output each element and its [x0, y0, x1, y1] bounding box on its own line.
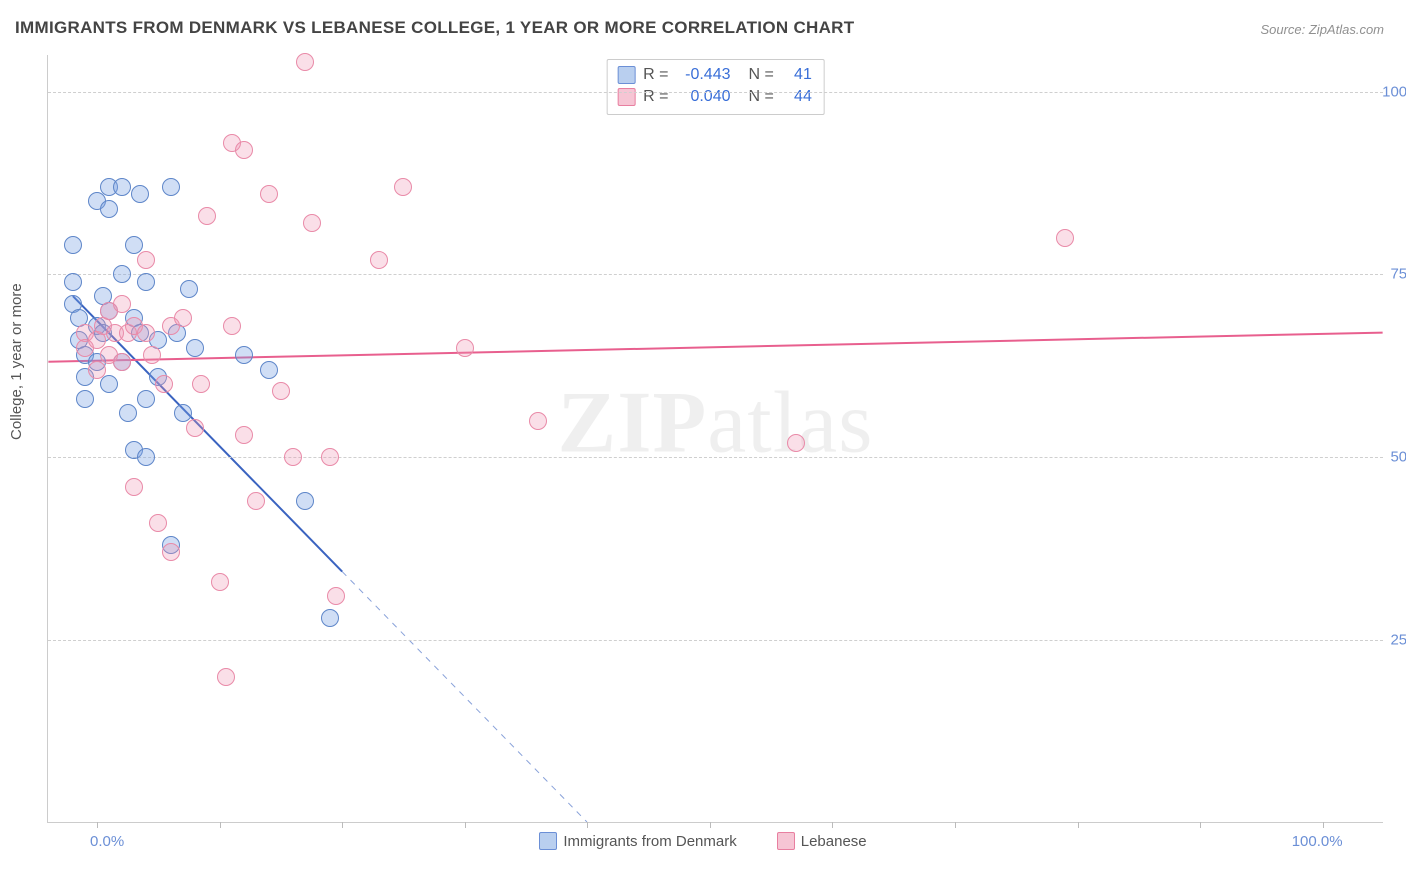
gridline-h	[48, 640, 1383, 641]
scatter-point-lebanese	[162, 543, 180, 561]
x-tick-mark	[1078, 822, 1079, 828]
watermark: ZIPatlas	[558, 373, 874, 474]
swatch-lebanese-icon	[777, 832, 795, 850]
stat-legend: R = -0.443 N = 41 R = 0.040 N = 44	[606, 59, 825, 115]
x-tick-mark	[342, 822, 343, 828]
scatter-point-denmark	[119, 404, 137, 422]
scatter-point-denmark	[100, 200, 118, 218]
scatter-point-lebanese	[113, 295, 131, 313]
scatter-point-lebanese	[137, 251, 155, 269]
scatter-point-lebanese	[186, 419, 204, 437]
x-tick-mark	[220, 822, 221, 828]
y-tick-label: 75.0%	[1373, 266, 1406, 283]
scatter-point-denmark	[180, 280, 198, 298]
trendline-extrapolated-denmark	[342, 572, 587, 822]
scatter-point-lebanese	[787, 434, 805, 452]
series-legend-label: Lebanese	[801, 833, 867, 850]
scatter-point-lebanese	[296, 53, 314, 71]
scatter-point-denmark	[100, 375, 118, 393]
plot-area: ZIPatlas R =-0.443N =41R =0.040N =44 25.…	[47, 55, 1383, 823]
scatter-point-denmark	[76, 390, 94, 408]
scatter-point-denmark	[162, 178, 180, 196]
scatter-point-lebanese	[217, 668, 235, 686]
scatter-point-lebanese	[149, 514, 167, 532]
scatter-point-lebanese	[192, 375, 210, 393]
stat-legend-row-denmark: R = -0.443 N = 41	[617, 64, 812, 86]
stat-n-value: 41	[782, 64, 812, 86]
y-axis-label: College, 1 year or more	[8, 283, 25, 440]
gridline-h	[48, 457, 1383, 458]
scatter-point-denmark	[296, 492, 314, 510]
x-tick-mark	[955, 822, 956, 828]
stat-r-value: -0.443	[677, 64, 731, 86]
scatter-point-denmark	[64, 273, 82, 291]
x-axis-right-label: 100.0%	[1292, 833, 1343, 850]
scatter-point-denmark	[137, 273, 155, 291]
series-legend: Immigrants from Denmark Lebanese	[0, 832, 1406, 850]
scatter-point-lebanese	[284, 448, 302, 466]
scatter-point-lebanese	[113, 353, 131, 371]
series-legend-item-denmark: Immigrants from Denmark	[539, 832, 736, 850]
y-tick-label: 50.0%	[1373, 449, 1406, 466]
scatter-point-denmark	[113, 265, 131, 283]
scatter-point-lebanese	[211, 573, 229, 591]
scatter-point-lebanese	[272, 382, 290, 400]
scatter-point-lebanese	[155, 375, 173, 393]
stat-legend-row-lebanese: R = 0.040 N = 44	[617, 86, 812, 108]
swatch-denmark-icon	[539, 832, 557, 850]
scatter-point-lebanese	[223, 317, 241, 335]
source-label: Source: ZipAtlas.com	[1260, 22, 1384, 37]
scatter-point-lebanese	[125, 478, 143, 496]
scatter-point-lebanese	[327, 587, 345, 605]
scatter-point-lebanese	[260, 185, 278, 203]
scatter-point-lebanese	[1056, 229, 1074, 247]
gridline-h	[48, 274, 1383, 275]
scatter-point-lebanese	[235, 426, 253, 444]
x-axis-left-label: 0.0%	[90, 833, 124, 850]
stat-n-label: N =	[749, 86, 774, 108]
x-tick-mark	[97, 822, 98, 828]
stat-n-value: 44	[782, 86, 812, 108]
chart-title: IMMIGRANTS FROM DENMARK VS LEBANESE COLL…	[15, 18, 854, 38]
scatter-point-lebanese	[247, 492, 265, 510]
stat-r-label: R =	[643, 86, 668, 108]
stat-r-value: 0.040	[677, 86, 731, 108]
stat-n-label: N =	[749, 64, 774, 86]
scatter-point-denmark	[64, 236, 82, 254]
scatter-point-lebanese	[370, 251, 388, 269]
scatter-point-denmark	[137, 448, 155, 466]
scatter-point-denmark	[131, 185, 149, 203]
scatter-point-denmark	[235, 346, 253, 364]
scatter-point-lebanese	[303, 214, 321, 232]
y-tick-label: 100.0%	[1373, 83, 1406, 100]
x-tick-mark	[465, 822, 466, 828]
scatter-point-lebanese	[198, 207, 216, 225]
scatter-point-denmark	[113, 178, 131, 196]
scatter-point-lebanese	[143, 346, 161, 364]
scatter-point-lebanese	[174, 309, 192, 327]
scatter-point-lebanese	[394, 178, 412, 196]
scatter-point-lebanese	[321, 448, 339, 466]
x-tick-mark	[587, 822, 588, 828]
swatch-denmark-icon	[617, 66, 635, 84]
scatter-point-denmark	[137, 390, 155, 408]
scatter-point-denmark	[260, 361, 278, 379]
scatter-point-lebanese	[529, 412, 547, 430]
scatter-point-lebanese	[456, 339, 474, 357]
x-tick-mark	[1200, 822, 1201, 828]
y-tick-label: 25.0%	[1373, 632, 1406, 649]
gridline-h	[48, 92, 1383, 93]
scatter-point-denmark	[186, 339, 204, 357]
scatter-point-denmark	[321, 609, 339, 627]
x-tick-mark	[1323, 822, 1324, 828]
x-tick-mark	[832, 822, 833, 828]
scatter-point-lebanese	[88, 361, 106, 379]
series-legend-item-lebanese: Lebanese	[777, 832, 867, 850]
series-legend-label: Immigrants from Denmark	[563, 833, 736, 850]
x-tick-mark	[710, 822, 711, 828]
scatter-point-lebanese	[137, 324, 155, 342]
stat-r-label: R =	[643, 64, 668, 86]
scatter-point-lebanese	[235, 141, 253, 159]
